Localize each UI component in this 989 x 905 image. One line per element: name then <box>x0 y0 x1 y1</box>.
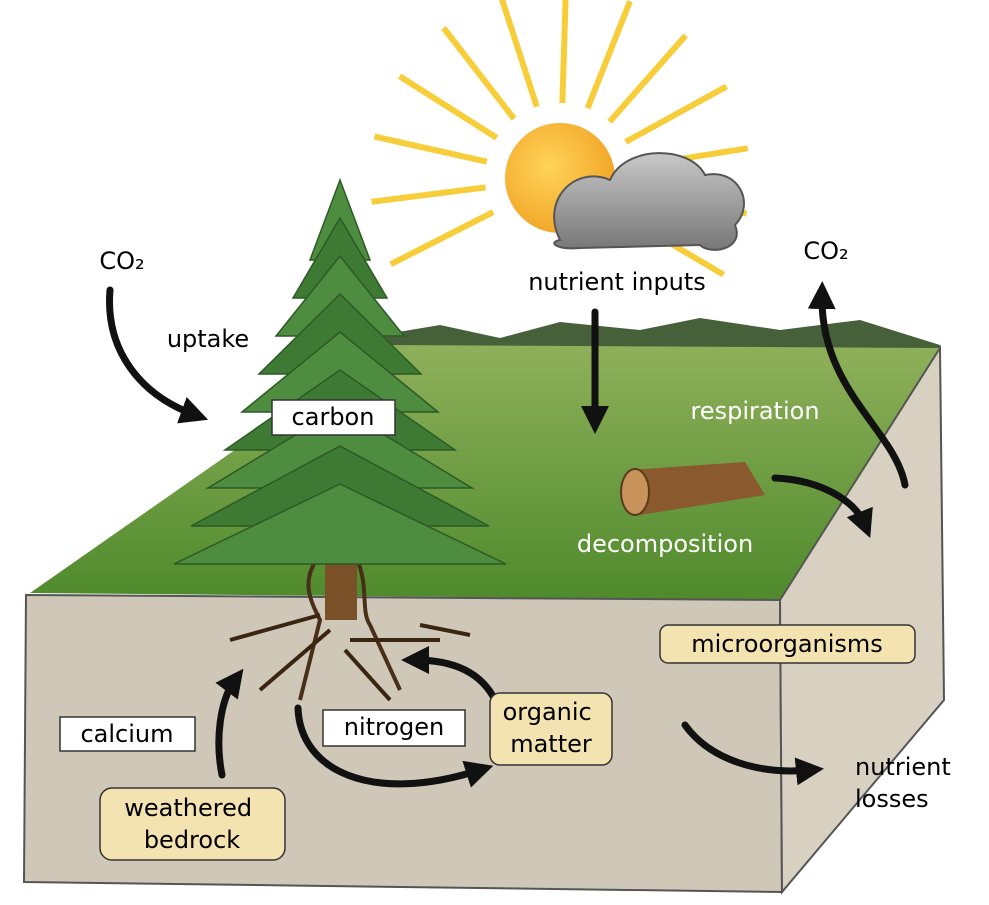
label-line: organic <box>503 698 592 726</box>
label-box <box>271 399 396 436</box>
sun-ray <box>397 73 499 141</box>
arrow <box>294 704 494 788</box>
sun-ray <box>373 133 488 165</box>
sun-ray <box>559 0 569 104</box>
label-line: nutrient <box>855 753 951 781</box>
tree <box>173 177 507 565</box>
label: organic matter <box>503 698 600 758</box>
label-line: matter <box>510 730 592 758</box>
label: nutrient losses <box>855 753 958 813</box>
sun-ray <box>371 184 486 205</box>
label: microorganisms <box>691 630 883 658</box>
sun-ray <box>624 83 728 145</box>
label-box <box>659 624 916 664</box>
arrow <box>771 474 873 538</box>
label-box <box>322 709 466 747</box>
roots <box>229 613 471 702</box>
label: CO₂ <box>99 247 144 275</box>
label-box <box>99 787 286 861</box>
sun-ray <box>389 209 495 267</box>
tree-layer <box>173 483 507 565</box>
label: nutrient inputs <box>528 268 706 296</box>
log-body <box>630 462 765 515</box>
arrow <box>401 646 499 704</box>
label-line: weathered <box>124 794 252 822</box>
label: respiration <box>690 397 819 425</box>
label-line: losses <box>855 785 929 813</box>
label-box <box>59 716 196 752</box>
arrow <box>106 286 209 424</box>
label: nitrogen <box>344 713 445 741</box>
sun-ray <box>607 33 688 124</box>
label-line: bedrock <box>144 826 240 854</box>
arrow <box>215 668 244 779</box>
arrow <box>807 281 909 489</box>
label-box <box>489 692 613 766</box>
arrow <box>681 721 824 786</box>
label: decomposition <box>577 530 753 558</box>
sun-ray <box>441 26 517 121</box>
label: CO₂ <box>803 237 848 265</box>
label: weathered bedrock <box>124 794 259 854</box>
label: carbon <box>292 403 375 431</box>
sun-ray <box>584 0 633 110</box>
log <box>620 462 765 516</box>
label: calcium <box>80 720 173 748</box>
log-end <box>620 468 650 516</box>
label: uptake <box>167 325 249 353</box>
sun-ray <box>499 0 540 108</box>
cloud <box>553 152 745 251</box>
